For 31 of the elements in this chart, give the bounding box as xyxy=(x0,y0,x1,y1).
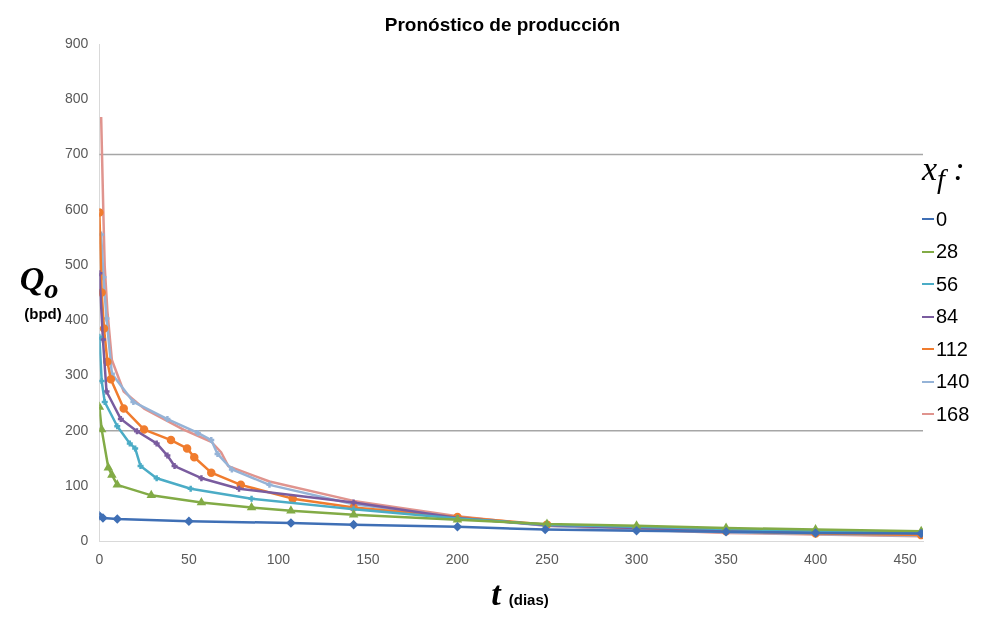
legend-label: 84 xyxy=(936,305,959,329)
x-tick-label: 250 xyxy=(535,551,559,568)
y-tick-label: 700 xyxy=(65,145,89,162)
y-tick-label: 300 xyxy=(65,366,89,383)
legend-label: 0 xyxy=(936,207,948,231)
x-tick-label: 350 xyxy=(714,551,738,568)
x-tick-label: 300 xyxy=(624,551,649,568)
y-tick-label: 0 xyxy=(80,532,89,549)
legend-label: 112 xyxy=(936,337,968,361)
legend-label: 168 xyxy=(936,402,970,426)
legend-label: 28 xyxy=(936,240,959,264)
y-tick-label: 100 xyxy=(65,476,89,493)
legend-label: 140 xyxy=(936,370,970,394)
legend-label: 56 xyxy=(936,272,959,296)
y-tick-label: 800 xyxy=(65,90,89,107)
x-tick-label: 150 xyxy=(356,551,380,568)
x-tick-label: 200 xyxy=(445,551,470,568)
x-tick-label: 400 xyxy=(803,551,828,568)
x-tick-label: 450 xyxy=(893,551,917,568)
x-tick-label: 100 xyxy=(266,551,291,568)
y-tick-label: 500 xyxy=(65,255,89,272)
y-tick-label: 200 xyxy=(65,421,89,438)
y-tick-label: 900 xyxy=(65,34,89,51)
legend-title: x$_{f}$ : xyxy=(922,150,966,195)
x-tick-label: 0 xyxy=(95,551,104,568)
chart-title: Pronóstico de producción xyxy=(383,14,622,36)
x-axis-title: t (dias) xyxy=(491,575,549,612)
y-tick-label: 600 xyxy=(65,200,89,217)
y-tick-label: 400 xyxy=(65,311,89,328)
y-axis-title: Q$_{o}$ (bpd) xyxy=(19,260,62,322)
x-tick-label: 50 xyxy=(181,551,197,568)
